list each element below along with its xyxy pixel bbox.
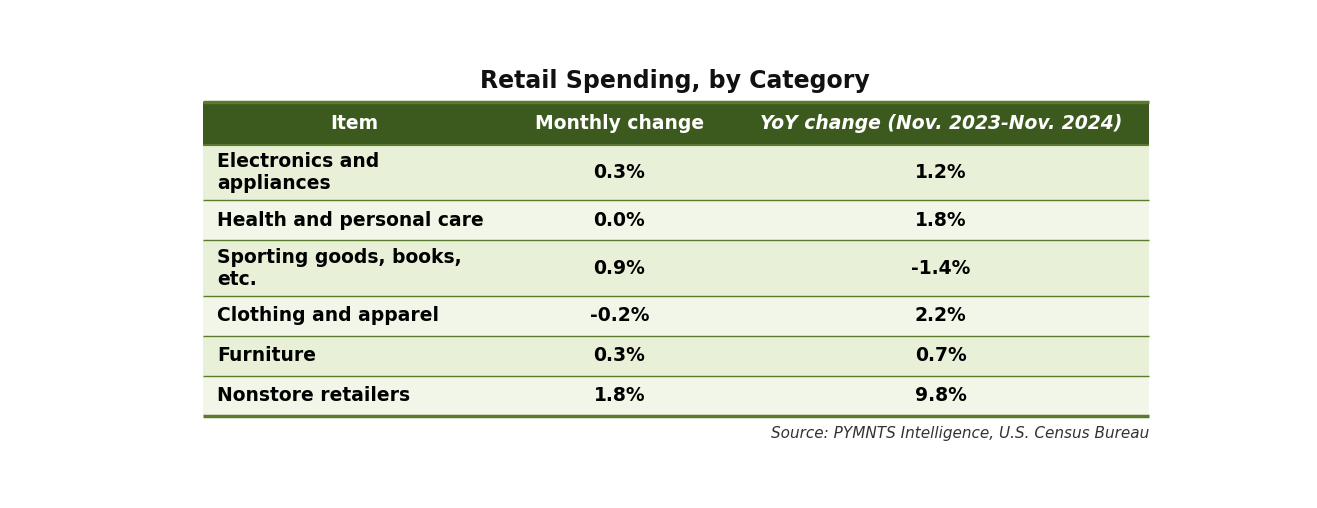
Text: Clothing and apparel: Clothing and apparel	[217, 306, 440, 325]
Text: 0.3%: 0.3%	[594, 346, 645, 365]
Bar	[203, 102, 506, 145]
Text: Item: Item	[331, 114, 379, 133]
Bar	[203, 336, 1148, 376]
Text: Sporting goods, books,
etc.: Sporting goods, books, etc.	[217, 247, 462, 289]
Text: Source: PYMNTS Intelligence, U.S. Census Bureau: Source: PYMNTS Intelligence, U.S. Census…	[770, 426, 1148, 441]
Text: -0.2%: -0.2%	[590, 306, 649, 325]
Text: Health and personal care: Health and personal care	[217, 211, 485, 230]
Text: Nonstore retailers: Nonstore retailers	[217, 387, 411, 405]
Text: Furniture: Furniture	[217, 346, 316, 365]
Bar	[203, 145, 1148, 200]
Bar	[506, 102, 732, 145]
Bar	[203, 200, 1148, 240]
Text: 1.8%: 1.8%	[594, 387, 645, 405]
Text: 0.9%: 0.9%	[594, 259, 645, 277]
Text: 0.0%: 0.0%	[594, 211, 645, 230]
Bar	[732, 102, 1148, 145]
Bar	[203, 240, 1148, 296]
Text: -1.4%: -1.4%	[911, 259, 971, 277]
Text: 2.2%: 2.2%	[915, 306, 967, 325]
Text: 0.3%: 0.3%	[594, 163, 645, 182]
Text: Monthly change: Monthly change	[535, 114, 705, 133]
Text: Retail Spending, by Category: Retail Spending, by Category	[481, 69, 869, 93]
Text: 0.7%: 0.7%	[915, 346, 967, 365]
Bar	[203, 296, 1148, 336]
Text: YoY change (Nov. 2023-Nov. 2024): YoY change (Nov. 2023-Nov. 2024)	[760, 114, 1122, 133]
Text: Electronics and
appliances: Electronics and appliances	[217, 152, 379, 193]
Bar	[203, 376, 1148, 416]
Text: 1.8%: 1.8%	[915, 211, 967, 230]
Text: 9.8%: 9.8%	[915, 387, 967, 405]
Text: 1.2%: 1.2%	[915, 163, 967, 182]
